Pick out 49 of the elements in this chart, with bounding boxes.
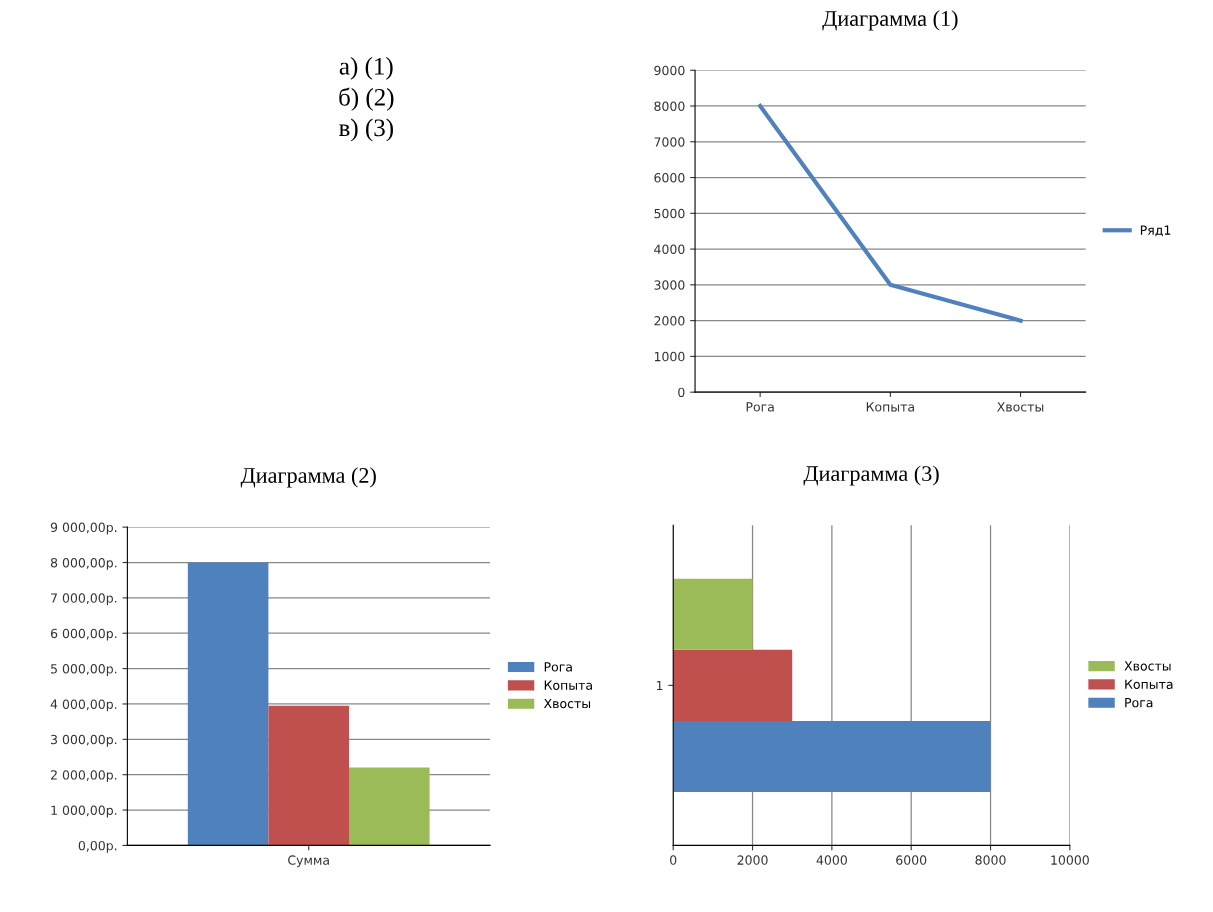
- legend-label: Рога: [544, 662, 572, 672]
- y-tick-label: 2000: [654, 316, 685, 326]
- y-tick-label: 9 000,00р.: [50, 522, 117, 535]
- bar: [349, 767, 430, 846]
- legend-label: Хвосты: [543, 698, 591, 709]
- y-tick-label: 5000: [654, 208, 685, 219]
- legend-label: Ряд1: [1140, 225, 1171, 237]
- text: в) (3): [339, 118, 393, 142]
- y-tick-label: 2 000,00р.: [50, 770, 117, 783]
- chart-title: Диаграмма (2): [240, 467, 376, 488]
- x-tick-label: Сумма: [288, 855, 329, 868]
- bar: [673, 649, 793, 721]
- legend-label: Копыта: [1125, 679, 1173, 689]
- text: а) (1): [339, 57, 393, 80]
- y-tick-label: 4000: [654, 244, 685, 254]
- y-tick-label: 3000: [654, 280, 685, 290]
- legend-label: Хвосты: [1124, 661, 1171, 671]
- x-tick-label: 2000: [737, 855, 768, 865]
- x-tick-label: Рога: [746, 402, 774, 412]
- y-tick-label: 0,00р.: [78, 840, 117, 853]
- y-tick-label: 6 000,00р.: [50, 628, 117, 641]
- y-tick-label: 8 000,00р.: [50, 557, 117, 570]
- y-tick-label: 5 000,00р.: [51, 664, 117, 676]
- legend-label: Рога: [1125, 698, 1153, 708]
- y-tick-label: 6000: [654, 173, 685, 183]
- x-tick-label: 8000: [975, 855, 1006, 865]
- y-tick-label: 4 000,00р.: [50, 699, 117, 712]
- y-tick-label: 7000: [654, 137, 685, 147]
- legend-label: Копыта: [544, 680, 592, 690]
- x-tick-label: Копыта: [866, 402, 914, 412]
- y-tick-label: 9000: [654, 65, 685, 76]
- text: б) (2): [339, 87, 394, 111]
- y-tick-label: 1000: [654, 351, 685, 362]
- bar: [673, 720, 991, 793]
- x-tick-label: 6000: [896, 855, 927, 865]
- bar: [673, 578, 753, 650]
- y-tick-label: 8000: [654, 101, 685, 111]
- y-tick-label: 1 000,00р.: [51, 805, 117, 818]
- bar: [187, 562, 269, 846]
- y-tick-label: 7 000,00р.: [51, 593, 117, 606]
- x-tick-label: 4000: [816, 855, 847, 865]
- chart-title: Диаграмма (3): [803, 465, 939, 486]
- chart-title: Диаграмма (1): [822, 10, 958, 31]
- y-tick-label: 1: [656, 681, 663, 691]
- bar: [268, 705, 350, 846]
- y-tick-label: 0: [678, 387, 685, 398]
- x-tick-label: 10000: [1051, 855, 1089, 865]
- y-tick-label: 3 000,00р.: [51, 734, 117, 747]
- x-tick-label: Хвосты: [997, 402, 1044, 412]
